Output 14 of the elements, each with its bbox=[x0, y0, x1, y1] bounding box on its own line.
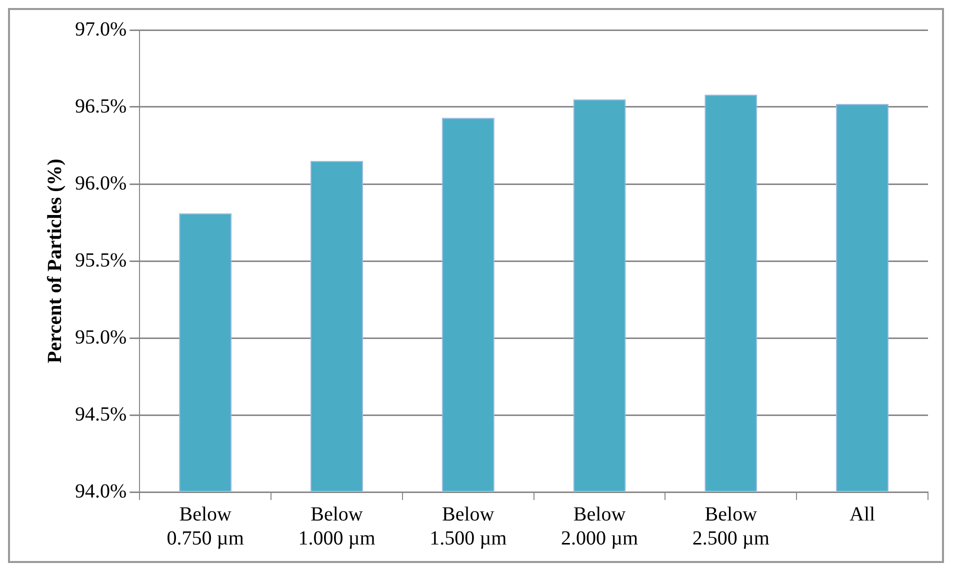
y-tick-label: 96.0% bbox=[74, 172, 127, 194]
y-tick-label: 95.5% bbox=[74, 249, 127, 272]
x-tick-label: Below 2.500 µm bbox=[692, 503, 770, 550]
x-tick-label: Below 2.000 µm bbox=[560, 503, 638, 550]
y-tick-label: 94.0% bbox=[74, 480, 127, 502]
x-tick-label: Below 1.500 µm bbox=[430, 503, 508, 550]
y-axis-title: Percent of Particles (%) bbox=[44, 158, 66, 364]
x-tick-label: Below 1.000 µm bbox=[298, 503, 376, 550]
x-tick-label: All bbox=[850, 503, 876, 526]
y-tick-label: 94.5% bbox=[74, 403, 127, 426]
x-tick-label: Below 0.750 µm bbox=[166, 503, 244, 550]
y-tick-label: 96.5% bbox=[74, 95, 127, 118]
y-tick-label: 97.0% bbox=[74, 18, 127, 40]
y-tick-label: 95.0% bbox=[74, 326, 127, 348]
